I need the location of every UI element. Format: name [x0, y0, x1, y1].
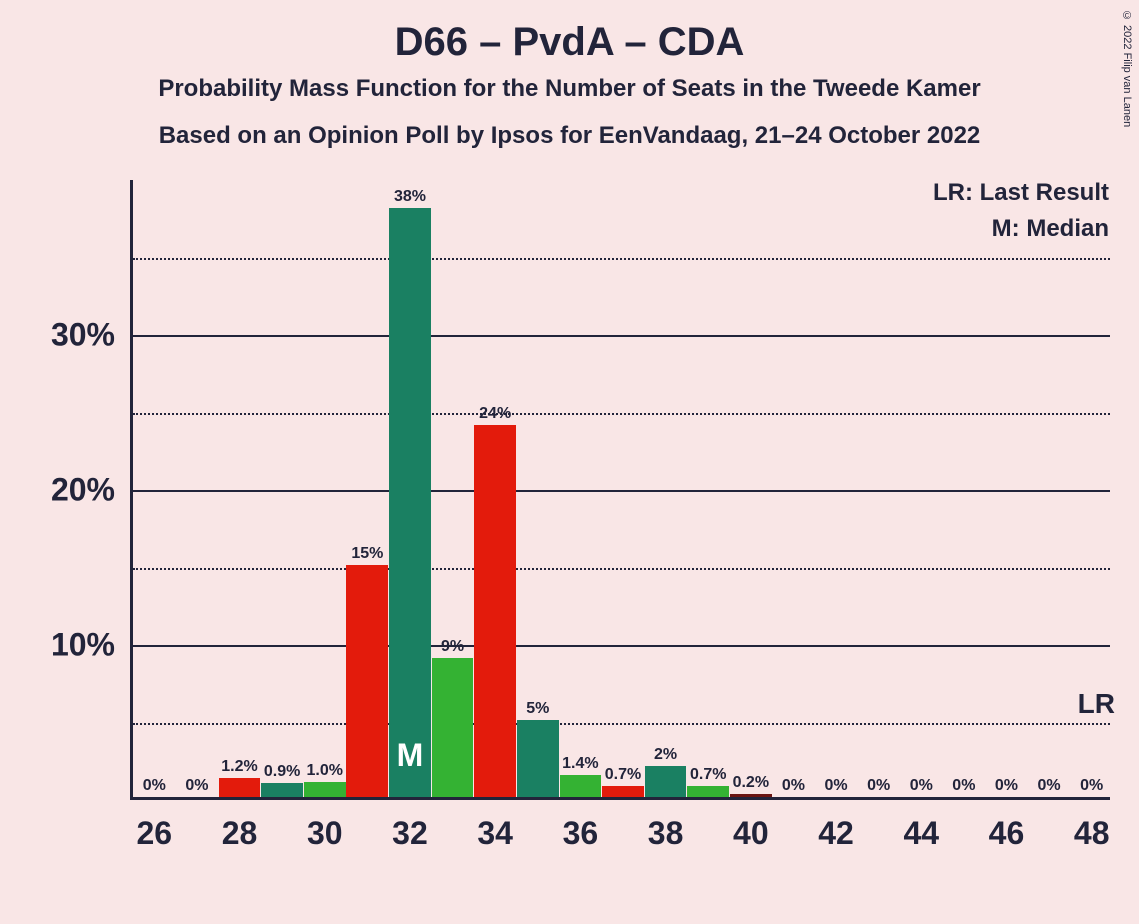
x-tick-label: 40: [733, 815, 769, 852]
y-tick-label: 20%: [0, 472, 115, 509]
bar-value-label: 0.2%: [733, 774, 769, 792]
bar-value-label: 0.7%: [690, 766, 726, 784]
bar-value-label: 2%: [654, 746, 677, 764]
x-tick-label: 48: [1074, 815, 1110, 852]
bar: 9%: [432, 658, 474, 798]
bar-value-label: 9%: [441, 638, 464, 656]
x-tick-label: 38: [648, 815, 684, 852]
bar-value-label: 0%: [1038, 777, 1061, 795]
bar: 24%: [474, 425, 516, 797]
x-tick-label: 28: [222, 815, 258, 852]
chart-subtitle-2: Based on an Opinion Poll by Ipsos for Ee…: [0, 122, 1139, 150]
x-tick-label: 32: [392, 815, 428, 852]
bar: 1.0%: [304, 782, 346, 798]
bar-value-label: 0%: [782, 777, 805, 795]
y-tick-label: 10%: [0, 627, 115, 664]
copyright-text: © 2022 Filip van Lanen: [1121, 10, 1133, 127]
y-tick-label: 30%: [0, 317, 115, 354]
bar: 2%: [645, 766, 687, 797]
bar: 0.9%: [261, 783, 303, 797]
bar-value-label: 0%: [185, 777, 208, 795]
bar: 0.7%: [602, 786, 644, 797]
bar-value-label: 24%: [479, 405, 511, 423]
bar-value-label: 0%: [1080, 777, 1103, 795]
bar-value-label: 0%: [824, 777, 847, 795]
bar: 1.2%: [219, 778, 261, 797]
bar-value-label: 0%: [143, 777, 166, 795]
bar-value-label: 38%: [394, 188, 426, 206]
bars-container: 0%0%1.2%0.9%1.0%15%38%M9%24%5%1.4%0.7%2%…: [133, 180, 1110, 797]
x-tick-label: 34: [477, 815, 513, 852]
bar-value-label: 0.9%: [264, 763, 300, 781]
bar: 15%: [346, 565, 388, 798]
chart-subtitle-1: Probability Mass Function for the Number…: [0, 75, 1139, 103]
x-tick-label: 42: [818, 815, 854, 852]
bar-value-label: 0%: [867, 777, 890, 795]
bar-value-label: 1.4%: [562, 755, 598, 773]
bar: 5%: [517, 720, 559, 798]
median-marker: M: [397, 737, 424, 774]
chart-title: D66 – PvdA – CDA: [0, 20, 1139, 65]
bar: 0.7%: [687, 786, 729, 797]
x-tick-label: 30: [307, 815, 343, 852]
bar-value-label: 0%: [910, 777, 933, 795]
plot-area: LR 0%0%1.2%0.9%1.0%15%38%M9%24%5%1.4%0.7…: [130, 180, 1110, 800]
bar-value-label: 15%: [351, 545, 383, 563]
bar-value-label: 0%: [952, 777, 975, 795]
x-tick-label: 36: [563, 815, 599, 852]
bar-value-label: 5%: [526, 700, 549, 718]
bar-value-label: 0.7%: [605, 766, 641, 784]
x-tick-label: 46: [989, 815, 1025, 852]
bar: 0.2%: [730, 794, 772, 797]
bar-value-label: 0%: [995, 777, 1018, 795]
x-tick-label: 44: [903, 815, 939, 852]
bar: 1.4%: [560, 775, 602, 797]
bar: 38%M: [389, 208, 431, 797]
x-tick-label: 26: [137, 815, 173, 852]
bar-value-label: 1.0%: [307, 762, 343, 780]
bar-value-label: 1.2%: [221, 758, 257, 776]
